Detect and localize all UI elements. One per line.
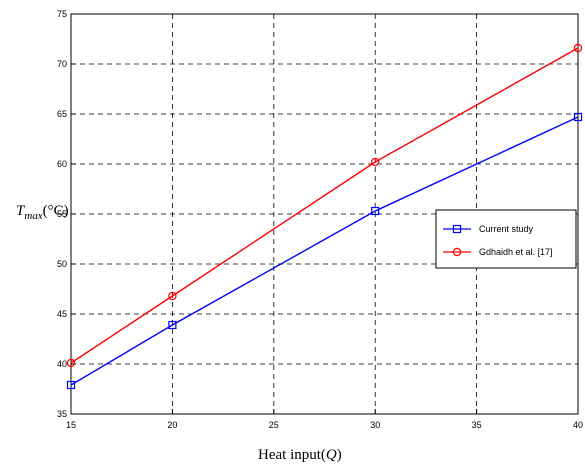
y-tick-label: 50	[57, 259, 67, 269]
data-point-circle	[168, 291, 177, 301]
y-tick-label: 35	[57, 409, 67, 419]
x-axis-label-text: Heat input(	[258, 447, 326, 463]
axis-ticks: 15 20 25 30 35 40 35 40 45 50 55 60 65 70 75	[57, 9, 583, 430]
data-point-square	[66, 380, 76, 390]
x-tick-label: 20	[167, 420, 177, 430]
y-axis-label-subscript: max	[24, 210, 42, 222]
legend-marker-circle	[452, 247, 462, 257]
grid	[71, 14, 578, 414]
data-point-circle	[66, 358, 76, 368]
data-point-circle	[573, 43, 583, 53]
legend-marker-square	[452, 224, 462, 234]
data-point-square	[168, 320, 177, 330]
data-point-square	[573, 112, 583, 122]
series-gdhaidh	[66, 43, 583, 368]
y-axis-label-unit: (°C)	[43, 203, 69, 219]
y-tick-label: 70	[57, 59, 67, 69]
x-tick-label: 40	[573, 420, 583, 430]
y-tick-label: 65	[57, 109, 67, 119]
data-point-circle	[371, 157, 380, 167]
y-tick-label: 60	[57, 159, 67, 169]
x-tick-label: 15	[66, 420, 76, 430]
x-axis-label: Heat input(Q)	[258, 447, 342, 463]
y-tick-label: 55	[57, 209, 67, 219]
x-tick-label: 25	[269, 420, 279, 430]
legend-box	[435, 209, 577, 269]
y-tick-label: 40	[57, 359, 67, 369]
legend-label-gdhaidh: Gdhaidh et al. [17]	[479, 247, 553, 257]
y-tick-label: 45	[57, 309, 67, 319]
x-tick-label: 35	[472, 420, 482, 430]
data-point-square	[371, 206, 380, 216]
x-tick-label: 30	[370, 420, 380, 430]
legend-label-current-study: Current study	[479, 224, 534, 234]
series-line	[70, 116, 579, 386]
y-axis-label-symbol: T	[16, 203, 26, 219]
series-current-study	[66, 112, 583, 390]
series-line	[70, 47, 579, 364]
x-axis-label-close: )	[337, 447, 342, 463]
legend: Current study Gdhaidh et al. [17]	[435, 209, 577, 269]
y-axis-label: Tmax(°C)	[16, 203, 69, 222]
y-tick-label: 75	[57, 9, 67, 19]
x-axis-label-symbol: Q	[326, 447, 337, 463]
data-series	[66, 43, 583, 390]
